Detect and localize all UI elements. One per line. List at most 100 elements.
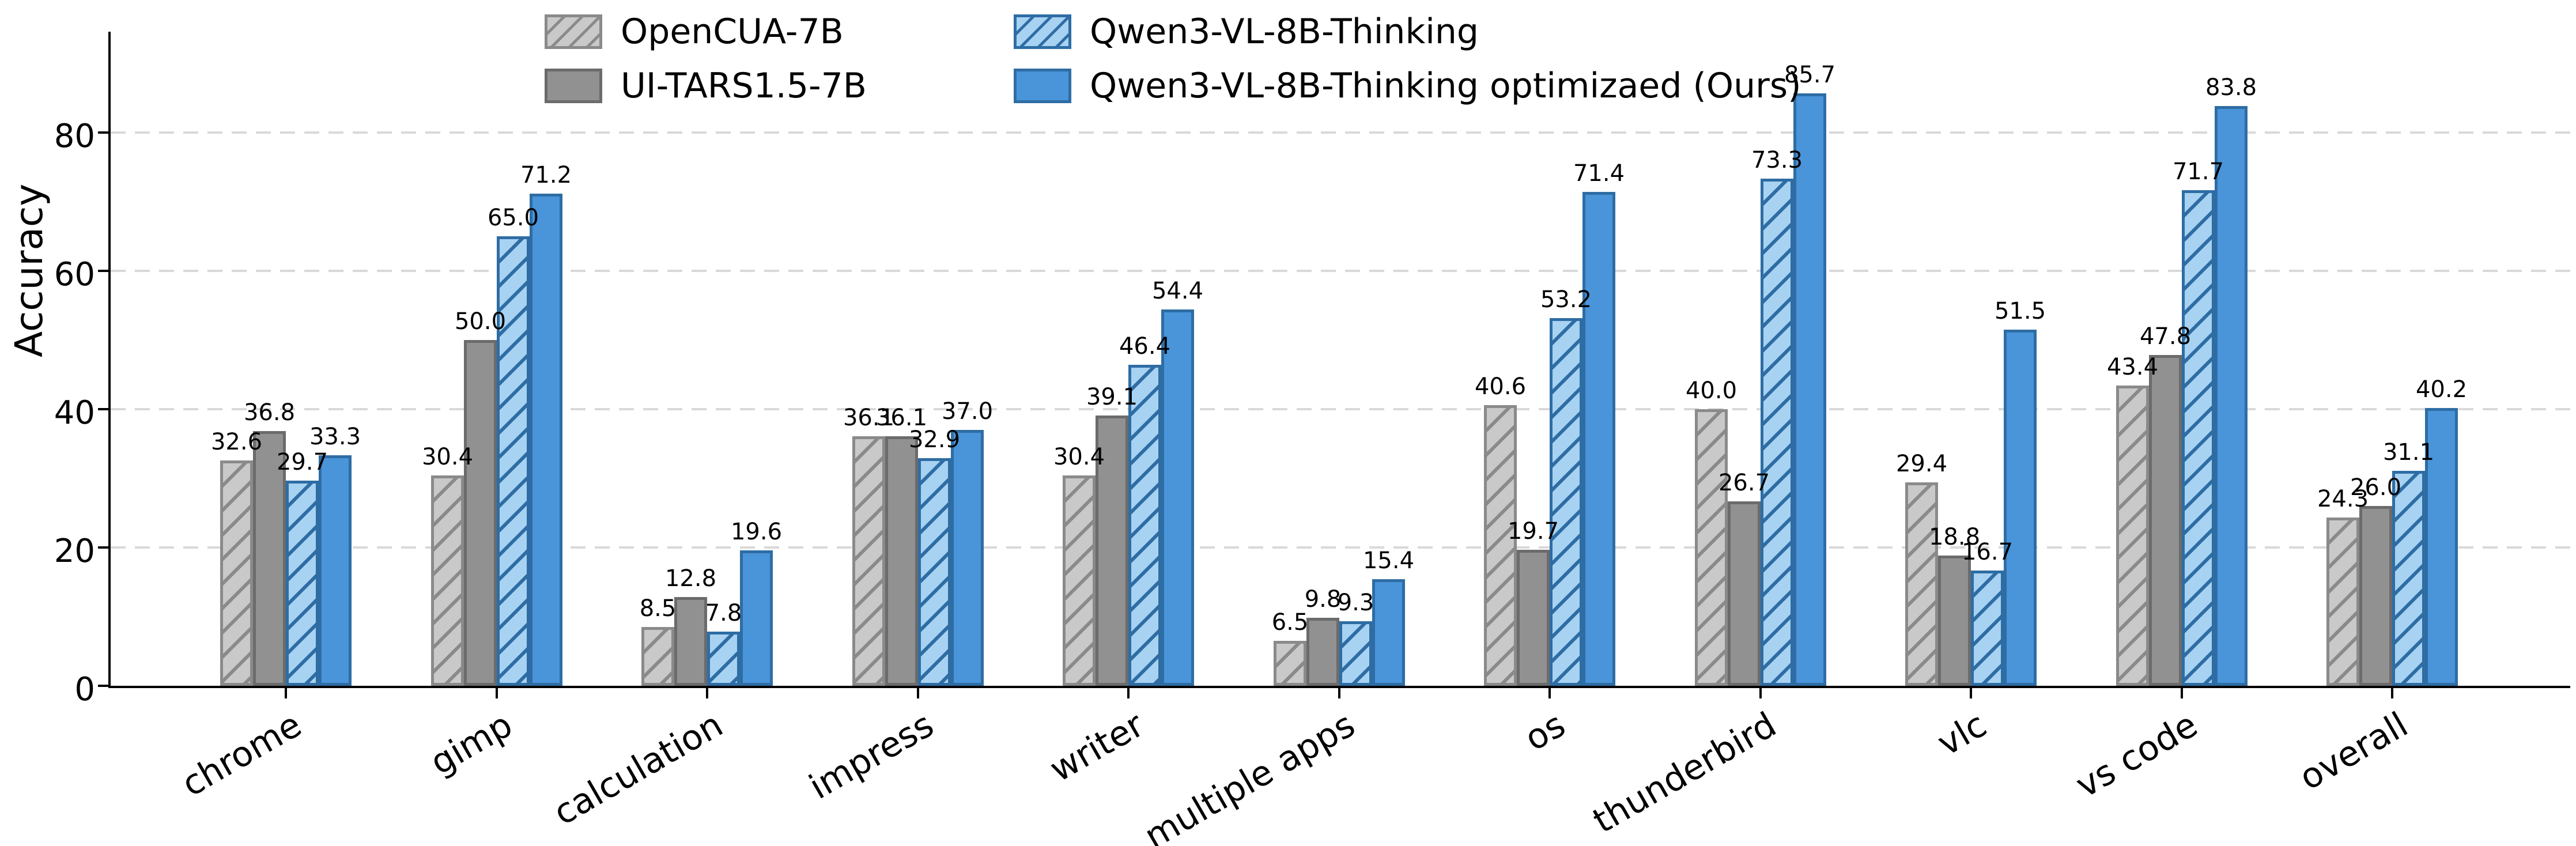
bar-vs-code-series-0 — [2116, 386, 2149, 686]
bar-value-label: 31.1 — [2382, 439, 2435, 466]
bar-thunderbird-series-1 — [1728, 501, 1761, 686]
bar-value-label: 54.4 — [1151, 278, 1204, 304]
bar-gimp-series-2 — [497, 236, 530, 686]
x-tick-label: chrome — [175, 704, 308, 805]
bar-gimp-series-0 — [431, 475, 464, 686]
x-tick-mark — [1338, 688, 1340, 698]
gridline-y-40 — [111, 408, 2570, 410]
x-axis-spine — [108, 686, 2570, 688]
bar-value-label: 39.1 — [1086, 384, 1138, 410]
bar-value-label: 65.0 — [487, 205, 539, 231]
legend-label: OpenCUA-7B — [621, 12, 844, 52]
x-tick-mark — [2180, 688, 2183, 698]
bar-value-label: 43.4 — [2106, 354, 2159, 380]
bar-value-label: 71.2 — [520, 162, 572, 188]
bar-vlc-series-0 — [1905, 482, 1938, 686]
y-tick-label: 20 — [54, 532, 95, 570]
x-tick-mark — [916, 688, 919, 698]
bar-value-label: 30.4 — [1053, 444, 1105, 470]
bar-gimp-series-1 — [464, 340, 497, 686]
bar-value-label: 46.4 — [1119, 333, 1171, 360]
legend-item-3: Qwen3-VL-8B-Thinking optimizaed (Ours) — [1013, 66, 1801, 106]
legend-item-1: UI-TARS1.5-7B — [545, 67, 867, 105]
bar-thunderbird-series-2 — [1761, 179, 1793, 686]
y-tick-label: 60 — [54, 256, 95, 293]
bar-value-label: 8.5 — [639, 595, 677, 622]
bar-multiple-apps-series-3 — [1372, 579, 1405, 686]
bar-vs-code-series-3 — [2215, 106, 2248, 686]
bar-writer-series-3 — [1161, 309, 1194, 686]
legend-item-2: Qwen3-VL-8B-Thinking — [1013, 12, 1801, 52]
bar-value-label: 24.3 — [2317, 486, 2369, 512]
bar-value-label: 32.9 — [908, 426, 961, 453]
x-tick-mark — [706, 688, 708, 698]
legend-swatch-icon — [1013, 69, 1071, 103]
bar-os-series-2 — [1550, 318, 1582, 686]
bar-calculation-series-2 — [707, 632, 740, 686]
bar-gimp-series-3 — [530, 194, 562, 686]
bar-value-label: 36.8 — [243, 399, 296, 426]
bar-impress-series-3 — [951, 430, 984, 686]
legend-label: UI-TARS1.5-7B — [621, 66, 867, 106]
legend: OpenCUA-7B UI-TARS1.5-7B Qwen3-VL-8B-Think… — [545, 13, 1801, 105]
bar-vs-code-series-2 — [2182, 190, 2215, 686]
bar-value-label: 73.3 — [1751, 147, 1803, 173]
bar-os-series-1 — [1517, 550, 1550, 686]
x-tick-mark — [1970, 688, 1972, 698]
bar-value-label: 30.4 — [421, 444, 474, 470]
bar-writer-series-2 — [1128, 365, 1161, 686]
bar-overall-series-1 — [2359, 506, 2392, 686]
bar-value-label: 7.8 — [705, 600, 742, 626]
bar-value-label: 37.0 — [941, 398, 994, 425]
y-tick-mark — [98, 131, 108, 134]
bar-value-label: 71.4 — [1573, 160, 1625, 187]
x-tick-mark — [1127, 688, 1130, 698]
bar-chrome-series-0 — [220, 460, 253, 686]
bar-vlc-series-1 — [1938, 556, 1971, 686]
bar-value-label: 51.5 — [1994, 298, 2046, 324]
bar-value-label: 9.3 — [1337, 590, 1374, 616]
y-tick-mark — [98, 408, 108, 410]
bar-value-label: 19.7 — [1507, 518, 1559, 545]
y-tick-mark — [98, 270, 108, 272]
bar-value-label: 19.6 — [730, 519, 783, 545]
bar-value-label: 71.7 — [2172, 158, 2224, 185]
bar-chrome-series-2 — [286, 481, 319, 686]
bar-value-label: 47.8 — [2139, 323, 2192, 350]
bar-value-label: 33.3 — [309, 424, 361, 450]
bar-value-label: 18.8 — [1928, 524, 1981, 550]
bar-value-label: 36.1 — [875, 405, 928, 431]
bar-value-label: 50.0 — [454, 308, 507, 335]
legend-label: Qwen3-VL-8B-Thinking — [1089, 12, 1479, 52]
legend-label: Qwen3-VL-8B-Thinking optimizaed (Ours) — [1089, 66, 1801, 106]
bar-multiple-apps-series-2 — [1339, 621, 1372, 686]
bar-overall-series-0 — [2326, 518, 2359, 686]
bar-value-label: 26.7 — [1718, 470, 1770, 496]
bar-os-series-0 — [1484, 405, 1517, 686]
bar-thunderbird-series-3 — [1793, 93, 1826, 686]
x-tick-mark — [495, 688, 498, 698]
bar-value-label: 36.1 — [843, 405, 895, 431]
bar-calculation-series-1 — [674, 597, 707, 686]
bar-vs-code-series-1 — [2149, 355, 2182, 686]
legend-item-0: OpenCUA-7B — [545, 13, 867, 51]
legend-swatch-icon — [545, 14, 602, 49]
bar-value-label: 16.7 — [1961, 539, 2014, 565]
bar-value-label: 85.7 — [1784, 62, 1836, 88]
x-tick-mark — [1759, 688, 1762, 698]
bar-chrome-series-1 — [253, 431, 286, 686]
bar-overall-series-3 — [2425, 408, 2458, 686]
x-tick-mark — [2391, 688, 2393, 698]
bar-value-label: 40.2 — [2415, 376, 2468, 403]
bar-value-label: 32.6 — [210, 429, 263, 455]
bar-impress-series-0 — [852, 436, 885, 686]
bar-impress-series-2 — [918, 458, 951, 686]
y-axis-spine — [108, 32, 111, 688]
bar-value-label: 53.2 — [1540, 286, 1592, 313]
bar-value-label: 6.5 — [1271, 609, 1309, 636]
bar-multiple-apps-series-0 — [1274, 641, 1306, 686]
bar-value-label: 15.4 — [1362, 547, 1415, 574]
bar-impress-series-1 — [885, 436, 918, 686]
bar-value-label: 40.6 — [1474, 373, 1527, 400]
